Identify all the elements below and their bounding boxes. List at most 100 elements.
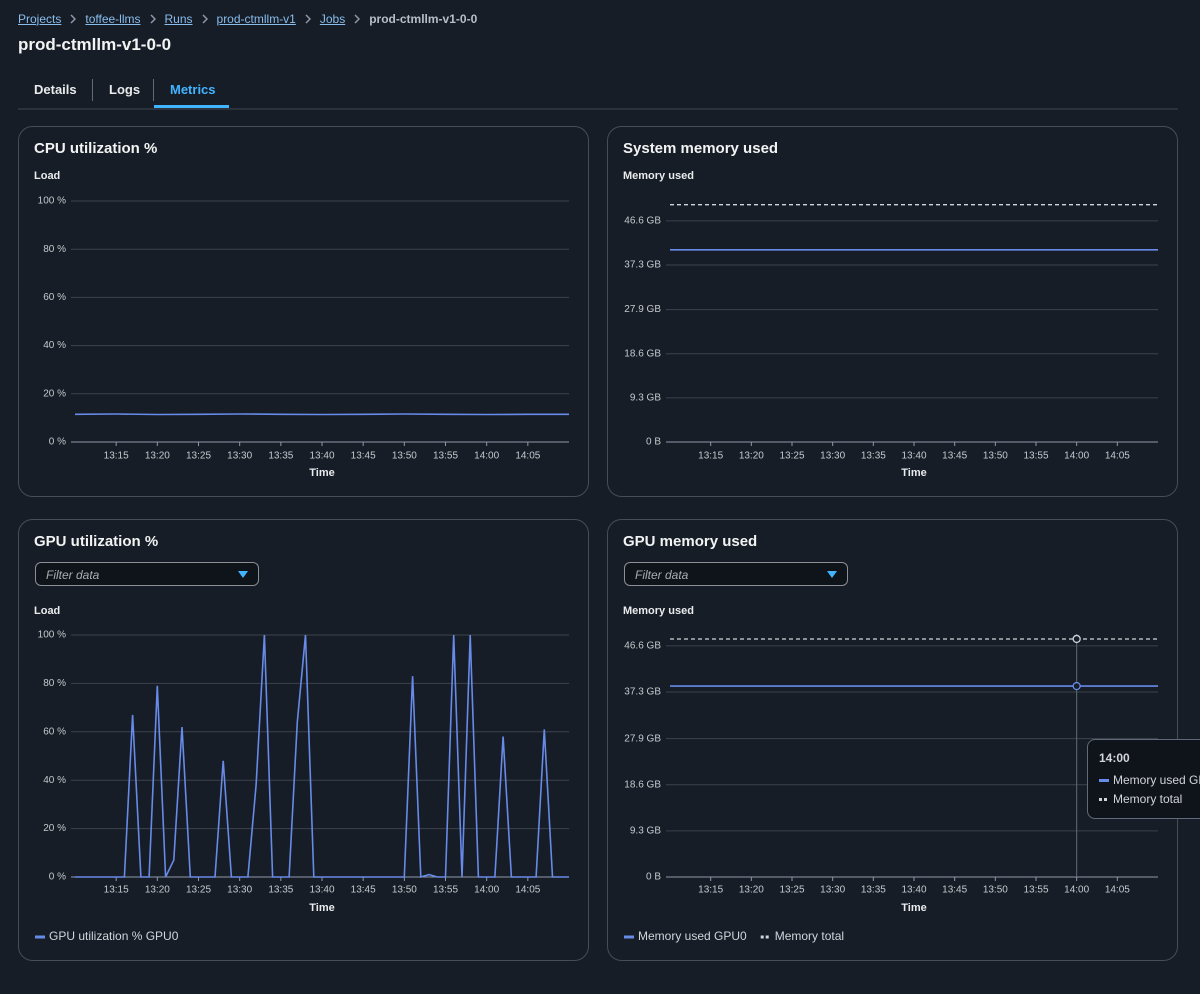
tab[interactable]: Details: [34, 82, 77, 97]
series-line: [75, 414, 569, 415]
x-axis-label: Time: [901, 902, 926, 914]
x-tick-label: 14:05: [515, 451, 540, 462]
tab[interactable]: Logs: [109, 82, 140, 97]
x-tick-label: 13:35: [268, 451, 293, 462]
x-tick-label: 13:20: [145, 885, 170, 896]
x-axis-label: Time: [309, 467, 334, 479]
x-tick-label: 13:55: [1023, 885, 1048, 896]
tooltip: 14:00 Memory used GPU0 Memory total: [1087, 739, 1200, 819]
y-tick-label: 27.9 GB: [624, 733, 661, 744]
x-tick-label: 13:15: [104, 885, 129, 896]
x-tick-label: 13:35: [861, 885, 886, 896]
series-line: [75, 635, 569, 877]
x-tick-label: 13:20: [739, 451, 764, 462]
y-tick-label: 37.3 GB: [624, 687, 661, 698]
x-tick-label: 14:05: [1105, 885, 1130, 896]
tooltip-label: Memory used GPU0: [1113, 773, 1200, 787]
y-tick-label: 60 %: [43, 726, 66, 737]
y-tick-label: 60 %: [43, 292, 66, 303]
tooltip-row: Memory used GPU0: [1099, 773, 1200, 787]
x-tick-label: 14:05: [515, 885, 540, 896]
x-tick-label: 13:45: [351, 885, 376, 896]
filter-dropdown[interactable]: Filter data: [624, 562, 848, 586]
tooltip-label: Memory total: [1113, 792, 1182, 806]
filter-placeholder: Filter data: [46, 568, 99, 582]
chart-title: System memory used: [623, 140, 778, 157]
y-tick-label: 80 %: [43, 244, 66, 255]
legend-label: Memory total: [775, 929, 844, 943]
x-tick-label: 13:45: [942, 885, 967, 896]
x-axis-label: Time: [901, 467, 926, 479]
x-tick-label: 13:25: [186, 451, 211, 462]
y-tick-label: 40 %: [43, 340, 66, 351]
x-tick-label: 13:25: [779, 451, 804, 462]
x-tick-label: 13:50: [983, 885, 1008, 896]
x-tick-label: 13:40: [901, 885, 926, 896]
tab-active[interactable]: Metrics: [170, 82, 216, 97]
x-tick-label: 13:55: [1023, 451, 1048, 462]
y-tick-label: 18.6 GB: [624, 779, 661, 790]
filter-dropdown[interactable]: Filter data: [35, 562, 259, 586]
y-axis-label: Memory used: [623, 605, 694, 617]
y-tick-label: 9.3 GB: [630, 393, 661, 404]
x-tick-label: 13:50: [392, 885, 417, 896]
x-tick-label: 13:55: [433, 451, 458, 462]
chart-title: CPU utilization %: [34, 140, 157, 157]
x-tick-label: 13:40: [309, 451, 334, 462]
y-tick-label: 37.3 GB: [624, 260, 661, 271]
x-tick-label: 13:50: [983, 451, 1008, 462]
y-tick-label: 18.6 GB: [624, 348, 661, 359]
x-tick-label: 13:25: [779, 885, 804, 896]
x-tick-label: 14:05: [1105, 451, 1130, 462]
y-tick-label: 0 B: [646, 872, 661, 883]
x-tick-label: 13:40: [901, 451, 926, 462]
y-tick-label: 20 %: [43, 388, 66, 399]
x-tick-label: 14:00: [474, 451, 499, 462]
y-tick-label: 0 %: [49, 872, 66, 883]
y-tick-label: 80 %: [43, 678, 66, 689]
tooltip-row: Memory total: [1099, 792, 1182, 806]
x-tick-label: 13:50: [392, 451, 417, 462]
y-tick-label: 100 %: [38, 196, 66, 207]
legend-label: Memory used GPU0: [638, 929, 747, 943]
x-tick-label: 13:45: [351, 451, 376, 462]
tab-divider: [153, 79, 154, 101]
tooltip-title: 14:00: [1099, 751, 1130, 765]
y-tick-label: 0 %: [49, 437, 66, 448]
x-tick-label: 13:45: [942, 451, 967, 462]
filter-placeholder: Filter data: [635, 568, 688, 582]
hover-point: [1073, 635, 1080, 642]
panel: [19, 127, 589, 497]
y-tick-label: 20 %: [43, 823, 66, 834]
y-tick-label: 27.9 GB: [624, 304, 661, 315]
x-tick-label: 13:20: [739, 885, 764, 896]
x-tick-label: 13:40: [309, 885, 334, 896]
x-tick-label: 13:15: [698, 451, 723, 462]
active-tab-indicator: [154, 105, 229, 108]
x-tick-label: 14:00: [1064, 885, 1089, 896]
x-tick-label: 13:15: [104, 451, 129, 462]
y-tick-label: 40 %: [43, 775, 66, 786]
x-tick-label: 13:30: [227, 451, 252, 462]
x-tick-label: 13:30: [820, 451, 845, 462]
x-tick-label: 14:00: [1064, 451, 1089, 462]
x-tick-label: 13:30: [227, 885, 252, 896]
panel: [608, 127, 1178, 497]
legend-label: GPU utilization % GPU0: [49, 929, 179, 943]
chart-title: GPU memory used: [623, 533, 757, 550]
x-tick-label: 13:30: [820, 885, 845, 896]
y-tick-label: 46.6 GB: [624, 641, 661, 652]
y-axis-label: Load: [34, 170, 60, 182]
y-tick-label: 100 %: [38, 630, 66, 641]
x-tick-label: 14:00: [474, 885, 499, 896]
tab-divider: [92, 79, 93, 101]
x-tick-label: 13:35: [268, 885, 293, 896]
chart-title: GPU utilization %: [34, 533, 158, 550]
hover-point: [1073, 683, 1080, 690]
caret: [238, 571, 248, 579]
y-tick-label: 0 B: [646, 437, 661, 448]
y-axis-label: Load: [34, 605, 60, 617]
y-axis-label: Memory used: [623, 170, 694, 182]
